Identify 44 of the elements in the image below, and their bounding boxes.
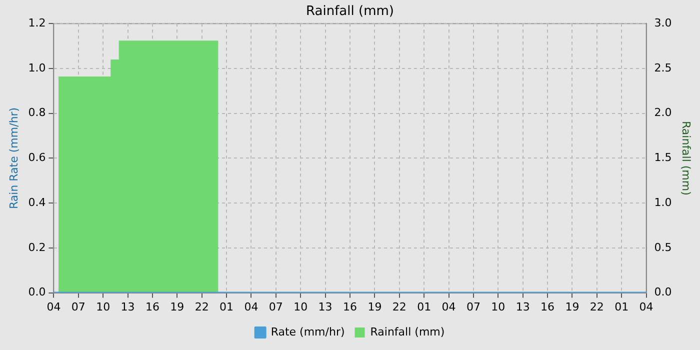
x-tick-label: 19 xyxy=(170,300,184,314)
y-axis-title: Rain Rate (mm/hr) xyxy=(7,107,20,210)
y-tick-label: 0.0 xyxy=(28,286,46,299)
y-tick-label: 0.2 xyxy=(28,240,46,254)
x-tick-label: 19 xyxy=(565,300,580,314)
y2-tick-label: 0.5 xyxy=(654,240,672,254)
x-tick-label: 13 xyxy=(318,300,332,314)
x-tick-label: 16 xyxy=(145,300,160,314)
y2-axis-title: Rainfall (mm) xyxy=(680,120,693,196)
legend-label: Rainfall (mm) xyxy=(370,325,445,338)
x-tick-label: 01 xyxy=(614,300,629,314)
y-tick-label: 1.2 xyxy=(28,16,46,30)
y2-tick-label: 0.0 xyxy=(654,286,672,299)
x-tick-label: 10 xyxy=(491,300,506,314)
x-tick-label: 22 xyxy=(590,300,604,314)
x-tick-label: 04 xyxy=(442,300,456,314)
x-tick-label: 22 xyxy=(392,300,406,314)
x-tick-label: 07 xyxy=(466,300,480,314)
y2-tick-label: 2.5 xyxy=(654,61,672,74)
x-tick-label: 04 xyxy=(244,300,258,314)
x-tick-label: 16 xyxy=(343,300,357,314)
y-tick-label: 0.8 xyxy=(28,106,46,120)
chart-title: Rainfall (mm) xyxy=(306,4,394,20)
y2-tick-label: 2.0 xyxy=(654,106,672,120)
y2-tick-label: 3.0 xyxy=(654,16,672,30)
x-tick-label: 13 xyxy=(516,300,530,314)
x-tick-label: 04 xyxy=(46,300,61,314)
x-tick-label: 07 xyxy=(268,300,283,314)
x-tick-label: 07 xyxy=(71,300,86,314)
x-tick-label: 01 xyxy=(417,300,432,314)
x-tick-label: 01 xyxy=(220,300,234,314)
x-tick-label: 22 xyxy=(194,300,209,314)
x-tick-label: 13 xyxy=(120,300,135,314)
legend-label: Rate (mm/hr) xyxy=(270,325,345,338)
y-tick-label: 1.0 xyxy=(28,61,46,74)
y-tick-label: 0.6 xyxy=(28,151,46,164)
x-tick-label: 16 xyxy=(540,300,555,314)
y2-tick-label: 1.0 xyxy=(654,196,672,209)
x-tick-label: 10 xyxy=(294,300,308,314)
x-tick-label: 19 xyxy=(368,300,382,314)
x-tick-label: 10 xyxy=(96,300,110,314)
x-tick-label: 04 xyxy=(639,300,654,314)
y2-tick-label: 1.5 xyxy=(654,151,672,164)
y-tick-label: 0.4 xyxy=(28,196,46,209)
